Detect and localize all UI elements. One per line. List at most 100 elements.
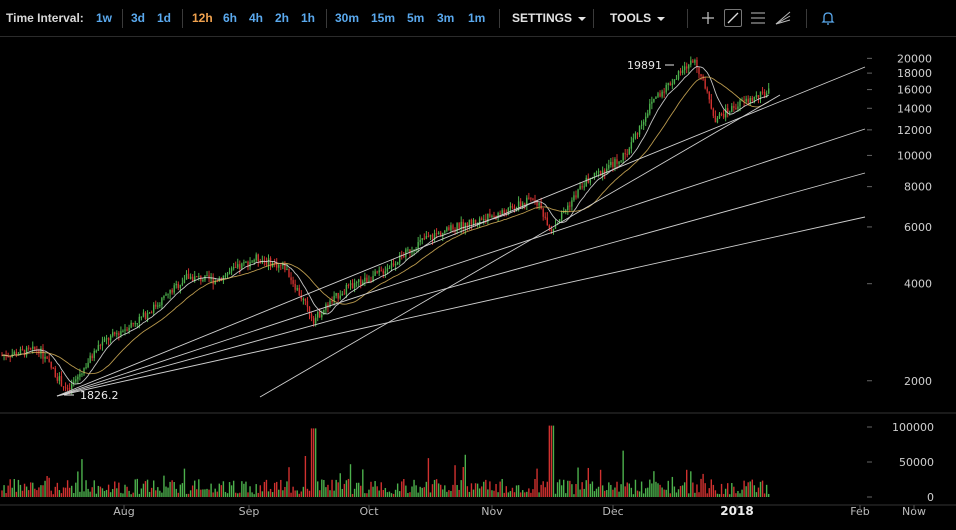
interval-15m[interactable]: 15m — [371, 11, 396, 25]
crosshair-icon[interactable] — [699, 9, 717, 27]
volume-bar — [481, 486, 483, 497]
interval-4h[interactable]: 4h — [249, 11, 264, 25]
candle-body — [509, 206, 512, 208]
interval-1h[interactable]: 1h — [301, 11, 316, 25]
volume-bar — [107, 484, 110, 497]
candle-body — [675, 78, 678, 80]
interval-12h[interactable]: 12h — [192, 11, 213, 25]
volume-bar — [267, 491, 270, 497]
interval-5m[interactable]: 5m — [407, 11, 425, 25]
chevron-down-icon — [657, 16, 666, 21]
volume-bar — [120, 492, 122, 497]
interval-2h[interactable]: 2h — [275, 11, 290, 25]
volume-bar — [450, 490, 452, 497]
interval-1w[interactable]: 1w — [96, 11, 113, 25]
volume-bar — [251, 492, 253, 497]
candle-body — [25, 347, 28, 356]
volume-bar — [85, 480, 87, 497]
candle-body — [314, 317, 317, 324]
volume-bar — [50, 490, 52, 497]
interval-30m[interactable]: 30m — [335, 11, 360, 25]
volume-bar — [132, 492, 134, 497]
volume-bar — [542, 481, 544, 497]
volume-bar — [468, 491, 471, 497]
candle-body — [228, 271, 231, 274]
volume-bar — [673, 486, 676, 497]
price-axis-label: 2000 — [904, 375, 932, 388]
volume-bar — [528, 488, 530, 497]
volume-bar — [472, 489, 475, 497]
candle-body — [575, 195, 577, 198]
candle-body — [173, 285, 175, 293]
volume-bar — [265, 479, 268, 497]
volume-bar — [577, 467, 579, 497]
volume-bar — [89, 491, 91, 497]
candle-body — [56, 377, 59, 381]
volume-bar — [351, 493, 354, 497]
candle-body — [427, 236, 430, 238]
candle-body — [593, 172, 596, 179]
candle-body — [448, 227, 450, 231]
volume-bar — [362, 469, 364, 497]
trendline-icon[interactable] — [724, 9, 742, 27]
volume-bar — [749, 481, 751, 497]
candle-body — [40, 348, 42, 354]
interval-1d[interactable]: 1d — [157, 11, 172, 25]
volume-bar — [489, 481, 491, 497]
candle-body — [571, 200, 573, 207]
candle-body — [136, 323, 138, 325]
volume-bar — [526, 491, 528, 497]
volume-bar — [655, 481, 657, 497]
volume-bar — [759, 481, 762, 497]
settings-menu[interactable]: SETTINGS — [512, 0, 587, 37]
candle-body — [616, 159, 618, 164]
volume-bar — [142, 483, 145, 497]
candle-body — [694, 59, 696, 63]
interval-6h[interactable]: 6h — [223, 11, 238, 25]
alert-bell-icon[interactable] — [819, 9, 837, 27]
candle-body — [196, 276, 198, 278]
candle-body — [251, 261, 253, 263]
horizontal-lines-icon[interactable] — [749, 9, 767, 27]
interval-1m[interactable]: 1m — [468, 11, 486, 25]
interval-3d[interactable]: 3d — [131, 11, 146, 25]
candle-body — [124, 329, 126, 331]
fan-icon[interactable] — [774, 9, 792, 27]
volume-bar — [390, 493, 393, 497]
volume-bar — [339, 473, 341, 497]
volume-bar — [540, 484, 542, 497]
volume-bar — [571, 484, 573, 497]
volume-bar — [495, 483, 497, 497]
volume-bar — [52, 494, 54, 497]
candle-body — [370, 280, 372, 282]
candle-body — [522, 203, 524, 207]
volume-bar — [44, 480, 46, 497]
interval-3m[interactable]: 3m — [437, 11, 455, 25]
candle-body — [294, 283, 296, 290]
candle-body — [429, 234, 432, 237]
candle-body — [253, 260, 255, 262]
candle-body — [276, 262, 278, 268]
volume-bar — [454, 465, 456, 497]
volume-bar — [474, 483, 477, 497]
price-chart[interactable]: 2000018000160001400012000100008000600040… — [0, 37, 956, 530]
candle-body — [667, 83, 669, 85]
candle-body — [640, 124, 643, 126]
candle-body — [255, 254, 257, 261]
volume-bar — [150, 487, 153, 497]
volume-bar — [622, 450, 624, 497]
volume-bar — [175, 488, 177, 497]
candle-body — [554, 224, 557, 229]
volume-bar — [612, 489, 614, 497]
volume-bar — [11, 487, 13, 497]
candle-body — [511, 206, 514, 208]
candle-body — [659, 93, 661, 97]
tools-menu[interactable]: TOOLS — [610, 0, 666, 37]
candle-body — [724, 108, 727, 118]
volume-bar — [630, 487, 633, 497]
volume-bar — [704, 483, 706, 497]
volume-bar — [206, 488, 208, 497]
volume-bar — [360, 485, 362, 497]
candle-body — [273, 262, 276, 264]
volume-bar — [278, 489, 280, 497]
